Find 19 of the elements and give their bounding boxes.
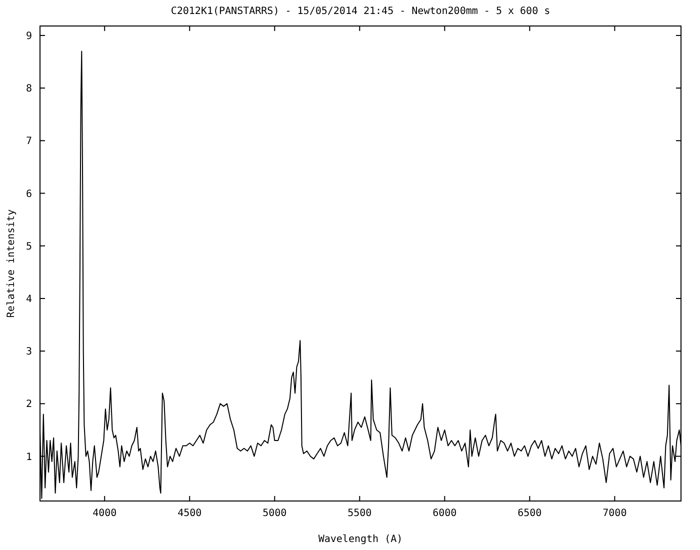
y-tick-label: 2 (26, 399, 32, 410)
y-tick-label: 9 (26, 30, 32, 42)
x-axis-title: Wavelength (A) (318, 534, 403, 545)
x-tick-label: 5500 (348, 508, 372, 519)
y-axis-title: Relative intensity (6, 209, 17, 318)
x-tick-label: 5000 (262, 508, 287, 519)
y-tick-label: 7 (26, 136, 32, 148)
y-tick-label: 8 (26, 84, 32, 95)
x-tick-label: 6500 (518, 508, 542, 519)
y-tick-label: 1 (26, 452, 32, 463)
y-tick-label: 6 (26, 188, 32, 200)
y-tick-label: 5 (26, 241, 32, 252)
x-tick-label: 4500 (178, 508, 202, 519)
x-tick-label: 7000 (602, 508, 627, 519)
chart-title: C2012K1(PANSTARRS) - 15/05/2014 21:45 - Newton200mm - 5 x 600 s (170, 6, 550, 17)
x-tick-label: 4000 (92, 508, 117, 519)
y-tick-label: 4 (26, 294, 32, 305)
y-tick-label: 3 (26, 346, 32, 358)
x-tick-label: 6000 (432, 508, 457, 519)
